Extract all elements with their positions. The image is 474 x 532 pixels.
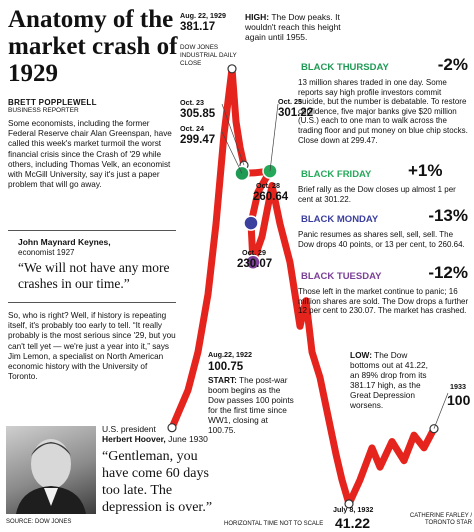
peak-point: [227, 64, 237, 74]
oct24-date: Oct. 24: [180, 124, 204, 133]
low-note: LOW: The Dow bottoms out at 41.22, an 89…: [350, 350, 438, 410]
middle-text: So, who is right? Well, if history is re…: [8, 311, 176, 382]
oct29-point: [245, 254, 261, 270]
intro-text: Some economists, including the former Fe…: [8, 119, 172, 190]
oct28-date: Oct. 28: [256, 181, 280, 190]
keynes-name: John Maynard Keynes,: [18, 237, 111, 247]
low-heading: LOW:: [350, 350, 372, 360]
byline-role: BUSINESS REPORTER: [8, 107, 79, 114]
oct29-date: Oct. 29: [242, 248, 266, 257]
end-point: [429, 424, 439, 434]
oct25-date: Oct. 25: [278, 97, 302, 106]
hoover-name: Herbert Hoover,: [102, 434, 166, 444]
hoover-date: June 1930: [168, 434, 208, 444]
low-text: The Dow bottoms out at 41.22, an 89% dro…: [350, 350, 428, 410]
hoover-prefix: U.S. president: [102, 424, 156, 434]
oct24-value: 299.47: [180, 134, 216, 146]
peak-text: The Dow peaks. It wouldn't reach this he…: [245, 12, 341, 42]
event-black-tuesday: BLACK TUESDAY -12% Those left in the mar…: [298, 263, 470, 316]
event-name: BLACK FRIDAY: [298, 168, 375, 181]
event-black-monday: BLACK MONDAY -13% Panic resumes as share…: [298, 206, 470, 249]
event-text: Brief rally as the Dow closes up almost …: [298, 185, 456, 204]
event-name: BLACK TUESDAY: [298, 270, 385, 283]
start-point: [167, 423, 177, 433]
leader-oct23: [221, 103, 245, 166]
event-text: 13 million shares traded in one day. Som…: [298, 78, 468, 145]
peak-heading: HIGH:: [245, 12, 270, 22]
oct28-value: 260.64: [253, 191, 289, 203]
leader-oct24: [221, 131, 243, 174]
credit-axis-note: HORIZONTAL TIME NOT TO SCALE: [224, 521, 324, 527]
oct28-point: [243, 215, 259, 231]
leader-end: [433, 392, 449, 429]
event-name: BLACK MONDAY: [298, 213, 382, 226]
event-black-thursday: BLACK THURSDAY -2% 13 million shares tra…: [298, 55, 470, 145]
start-date: Aug.22, 1922: [208, 350, 252, 359]
event-pct: -13%: [428, 206, 468, 225]
peak-value: 381.17: [180, 21, 216, 33]
byline-name: BRETT POPPLEWELL: [8, 98, 97, 107]
end-date: 1933: [450, 382, 466, 391]
oct23-date: Oct. 23: [180, 98, 204, 107]
event-text: Those left in the market continue to pan…: [298, 287, 469, 316]
event-black-friday: BLACK FRIDAY +1% Brief rally as the Dow …: [298, 161, 470, 204]
oct23-value: 305.85: [180, 108, 216, 120]
event-pct: -2%: [437, 55, 468, 74]
keynes-quote: “We will not have any more crashes in ou…: [18, 260, 170, 291]
series-label: DOW JONES INDUSTRIAL DAILY CLOSE: [180, 44, 237, 67]
event-pct: -12%: [428, 263, 468, 282]
start-text: The post-war boom begins as the Dow pass…: [208, 375, 294, 435]
end-value: 100: [447, 392, 471, 408]
hoover-quote: “Gentleman, you have come 60 days too la…: [102, 449, 213, 515]
low-value: 41.22: [335, 515, 371, 531]
event-pct: +1%: [408, 161, 443, 180]
event-name: BLACK THURSDAY: [298, 61, 392, 74]
start-value: 100.75: [208, 361, 244, 373]
start-note: START: The post-war boom begins as the D…: [208, 375, 296, 435]
start-heading: START:: [208, 375, 237, 385]
divider: [8, 230, 176, 231]
low-date: July 8, 1932: [333, 505, 374, 514]
dow-series-line: [168, 65, 438, 508]
hoover-attribution: Herbert Hoover, June 1930: [102, 434, 208, 444]
peak-date: Aug. 22, 1929: [180, 11, 226, 20]
low-point: [344, 499, 354, 509]
credit-source: SOURCE: DOW JONES: [6, 519, 72, 525]
oct25-value: 301.22: [278, 107, 314, 119]
event-text: Panic resumes as shares sell, sell, sell…: [298, 230, 465, 249]
peak-note: HIGH: The Dow peaks. It wouldn't reach t…: [245, 12, 353, 42]
leader-oct25: [269, 103, 279, 172]
divider: [8, 302, 176, 303]
credit-artist: CATHERINE FARLEY / TORONTO STAR: [409, 513, 472, 526]
oct29-value: 230.07: [237, 258, 273, 270]
keynes-role: economist 1927: [18, 248, 75, 257]
oct24-point: [234, 165, 250, 182]
headline: Anatomy of the market crash of 1929: [8, 6, 178, 87]
hoover-portrait: [6, 426, 96, 514]
